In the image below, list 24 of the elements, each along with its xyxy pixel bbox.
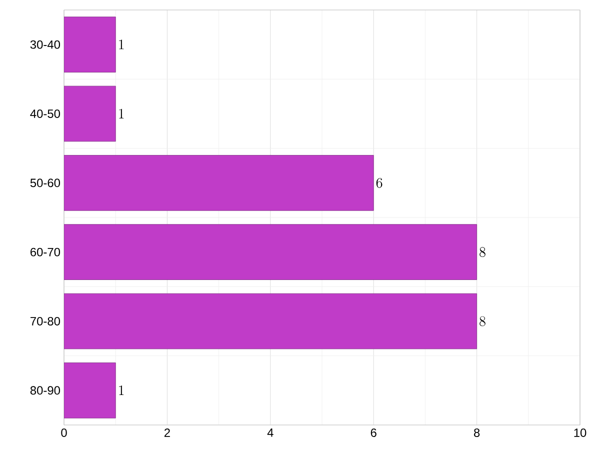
x-tick-label: 0	[61, 428, 67, 437]
data-label: 1	[119, 108, 124, 118]
x-tick-label: 10	[574, 428, 586, 437]
y-tick-label: 30-40	[30, 40, 60, 49]
bar	[64, 224, 478, 280]
y-tick-label: 70-80	[30, 317, 60, 326]
bar	[64, 155, 374, 211]
data-label: 8	[480, 316, 486, 326]
bar	[64, 293, 478, 350]
y-tick-label: 50-60	[30, 178, 60, 188]
data-label: 1	[119, 40, 124, 50]
data-label: 1	[119, 385, 124, 396]
y-tick-label: 60-70	[30, 248, 60, 256]
x-tick-label: 8	[474, 428, 480, 437]
y-tick-label: 40-50	[30, 110, 60, 118]
x-tick-label: 2	[164, 428, 170, 437]
bar	[64, 86, 116, 142]
bar	[64, 16, 116, 72]
bar	[64, 362, 116, 418]
y-tick-label: 80-90	[30, 386, 60, 395]
x-tick-label: 6	[370, 428, 376, 437]
data-label: 8	[480, 247, 486, 257]
x-tick-label: 4	[267, 428, 274, 437]
data-label: 6	[376, 178, 382, 188]
